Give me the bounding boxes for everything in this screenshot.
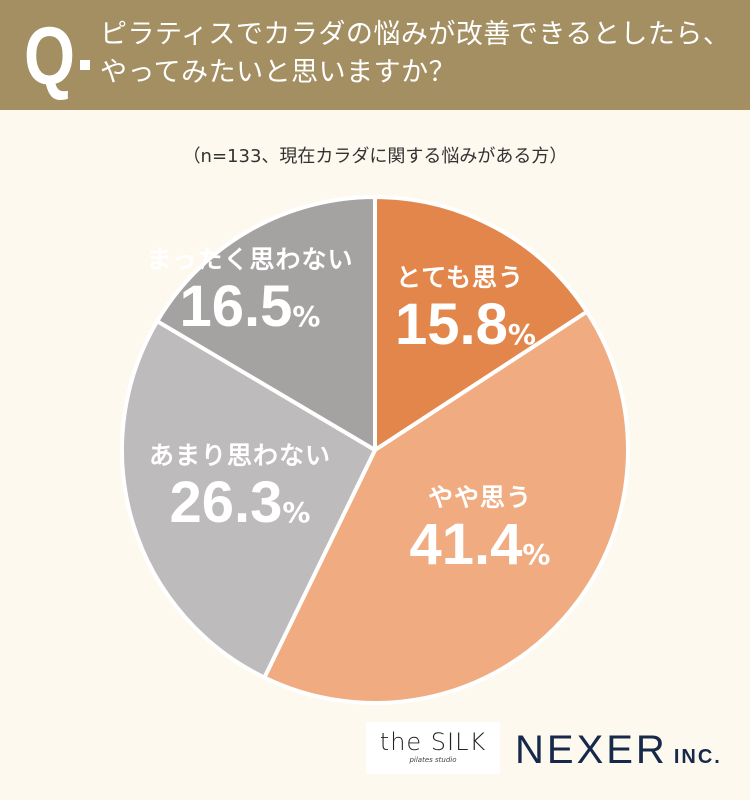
percent-sign: % (507, 318, 536, 351)
the-silk-logo: the SILK pilates studio (366, 722, 500, 774)
silk-logo-sub: pilates studio (409, 756, 457, 764)
slice-value: 26.3 (169, 470, 283, 535)
pie-slice-2 (120, 319, 377, 680)
q-dot (80, 60, 90, 70)
pie-slice-3 (155, 195, 377, 452)
percent-sign: % (292, 300, 321, 333)
pie-slice-1 (262, 309, 630, 705)
slice-category: とても思う (395, 263, 524, 292)
question-header: Q ピラティスでカラダの悩みが改善できるとしたら、 やってみたいと思いますか？ (0, 0, 750, 110)
slice-value: 16.5 (179, 274, 293, 339)
nexer-logo: NEXER INC. (515, 728, 722, 773)
question-line-2: やってみたいと思いますか？ (100, 57, 457, 88)
label-slice-1: やや思う 41.4% (390, 478, 570, 576)
silk-logo-text: the SILK (379, 728, 487, 756)
sample-note: （n=133、現在カラダに関する悩みがある方） (182, 146, 568, 167)
slice-category: やや思う (427, 483, 532, 512)
slice-value: 15.8 (395, 292, 508, 357)
label-slice-2: あまり思わない 26.3% (130, 436, 350, 534)
nexer-inc: INC. (673, 746, 722, 768)
percent-sign: % (282, 496, 311, 529)
slice-category: まったく思わない (146, 245, 354, 274)
slice-category: あまり思わない (148, 441, 331, 470)
q-mark: Q (24, 11, 76, 102)
percent-sign: % (522, 538, 551, 571)
label-slice-3: まったく思わない 16.5% (130, 240, 370, 338)
question-line-1: ピラティスでカラダの悩みが改善できるとしたら、 (100, 19, 731, 50)
slice-value: 41.4 (409, 512, 523, 577)
label-slice-0: とても思う 15.8% (395, 258, 536, 357)
question-text: ピラティスでカラダの悩みが改善できるとしたら、 やってみたいと思いますか？ (100, 16, 730, 92)
pie-slice-0 (373, 195, 589, 452)
nexer-logo-text: NEXER (515, 728, 668, 772)
